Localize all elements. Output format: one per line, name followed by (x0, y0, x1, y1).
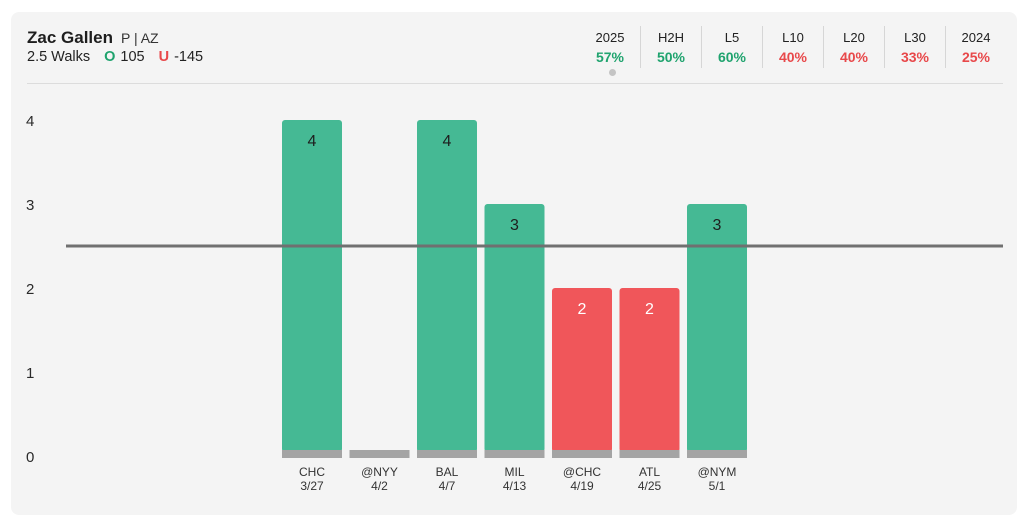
bar[interactable] (417, 120, 477, 452)
bar-value-label: 4 (308, 133, 317, 150)
y-tick-label: 1 (26, 365, 34, 382)
prop-line-row: 2.5 Walks O 105 U -145 (27, 49, 203, 65)
x-date-label: 3/27 (300, 479, 324, 493)
x-date-label: 5/1 (709, 479, 726, 493)
tab-2025[interactable]: 2025 57% (580, 26, 640, 76)
y-tick-label: 0 (26, 449, 34, 466)
bar-baseline (417, 450, 477, 458)
bar[interactable] (687, 204, 747, 452)
tab-label: 2024 (961, 30, 991, 45)
bar[interactable] (552, 288, 612, 452)
tab-label: L20 (843, 30, 865, 45)
tab-l5[interactable]: L5 60% (701, 26, 762, 68)
x-date-label: 4/25 (638, 479, 662, 493)
bar-baseline (687, 450, 747, 458)
bar-baseline (349, 450, 410, 458)
player-name[interactable]: Zac Gallen (27, 28, 113, 47)
under-odds[interactable]: -145 (174, 49, 204, 65)
tab-value: 25% (961, 49, 991, 65)
bar[interactable] (484, 204, 545, 452)
tab-label: L30 (904, 30, 926, 45)
tab-value: 57% (595, 49, 625, 65)
tab-l20[interactable]: L20 40% (823, 26, 884, 68)
tab-label: L5 (724, 30, 740, 45)
x-category-label: BAL (436, 465, 459, 479)
x-category-label: MIL (504, 465, 524, 479)
y-tick-label: 3 (26, 197, 34, 214)
x-category-label: @NYY (361, 465, 398, 479)
y-tick-label: 2 (26, 281, 34, 298)
x-date-label: 4/2 (371, 479, 388, 493)
x-date-label: 4/7 (439, 479, 456, 493)
x-date-label: 4/19 (570, 479, 594, 493)
tab-value: 60% (717, 49, 747, 65)
x-date-label: 4/13 (503, 479, 527, 493)
bar-baseline (619, 450, 680, 458)
y-tick-label: 4 (26, 113, 34, 130)
tab-label: H2H (657, 30, 684, 45)
bar-baseline (282, 450, 342, 458)
player-header: Zac Gallen P | AZ (27, 28, 159, 48)
under-marker[interactable]: U (158, 49, 170, 65)
bar-value-label: 2 (645, 301, 654, 318)
x-category-label: @NYM (698, 465, 737, 479)
bar-baseline (552, 450, 612, 458)
tab-h2h[interactable]: H2H 50% (640, 26, 701, 68)
bar-baseline (484, 450, 545, 458)
tab-value: 33% (900, 49, 930, 65)
tab-l10[interactable]: L10 40% (762, 26, 823, 68)
bar[interactable] (282, 120, 342, 452)
prop-line-label: 2.5 Walks (27, 49, 91, 65)
x-category-label: @CHC (563, 465, 602, 479)
tab-value: 40% (778, 49, 808, 65)
selected-indicator-icon (609, 69, 616, 76)
bar-value-label: 2 (578, 301, 587, 318)
bar[interactable] (619, 288, 680, 452)
bar-value-label: 3 (713, 217, 722, 234)
tab-value: 50% (656, 49, 686, 65)
tab-value: 40% (839, 49, 869, 65)
tab-label: 2025 (595, 30, 625, 45)
bar-value-label: 4 (443, 133, 452, 150)
tab-2024[interactable]: 2024 25% (945, 26, 1006, 68)
header-divider (27, 83, 1003, 84)
x-category-label: CHC (299, 465, 325, 479)
over-marker[interactable]: O (104, 49, 116, 65)
bar-value-label: 3 (510, 217, 519, 234)
over-odds[interactable]: 105 (120, 49, 145, 65)
tab-l30[interactable]: L30 33% (884, 26, 945, 68)
player-position-team: P | AZ (120, 30, 159, 46)
tab-label: L10 (782, 30, 804, 45)
x-category-label: ATL (639, 465, 660, 479)
hit-rate-tabs: 2025 57% H2H 50% L5 60% L10 40% L20 40% … (580, 26, 1006, 76)
